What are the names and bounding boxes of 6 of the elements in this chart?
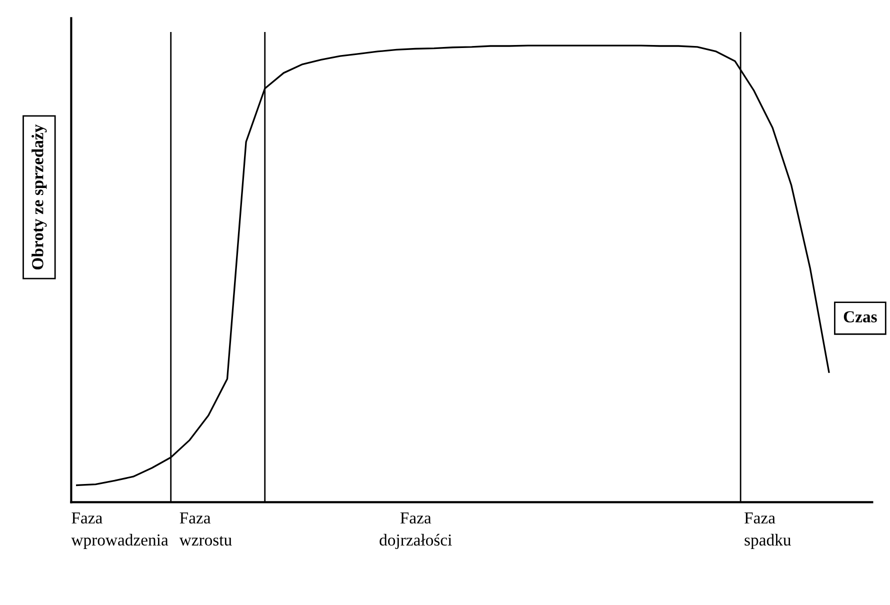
y-axis-title: Obroty ze sprzedaży (32, 124, 47, 270)
text: Faza spadku (744, 512, 791, 549)
text: Faza wzrostu (179, 512, 232, 546)
text: Faza dojrzałości (380, 512, 452, 550)
text: Faza wprowadzenia (71, 512, 168, 549)
x-axis-title: Czas (844, 311, 877, 322)
